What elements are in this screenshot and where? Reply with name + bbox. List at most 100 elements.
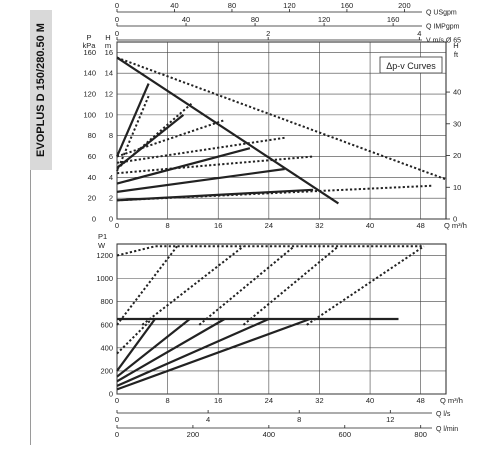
head-solid-curve: [115, 83, 150, 157]
head-kpa-axis-unit: kPa: [83, 41, 97, 50]
power-y-tick-label: 200: [100, 366, 113, 375]
head-x-tick-label: 32: [315, 221, 323, 230]
power-y-tick-label: 800: [100, 297, 113, 306]
power-solid-curve: [116, 318, 226, 383]
power-x-tick-label: 48: [417, 396, 425, 405]
head-dashed-curve: [116, 136, 285, 164]
top-axis-tick-label: 80: [251, 15, 259, 24]
top-axis-tick-label: 80: [228, 1, 236, 10]
head-ft-tick-label: 20: [453, 151, 461, 160]
head-x-tick-label: 48: [417, 221, 425, 230]
head-m-tick-label: 14: [105, 69, 113, 78]
top-axis-tick-label: 40: [182, 15, 190, 24]
head-x-axis-unit: Q m³/h: [444, 221, 467, 230]
power-dashed-curve: [242, 245, 340, 326]
bottom-axis-tick-label: 4: [206, 415, 210, 424]
bottom-axis-unit-label: Q l/min: [436, 426, 458, 433]
top-axis-tick-label: 4: [417, 29, 421, 38]
power-x-tick-label: 16: [214, 396, 222, 405]
power-y-tick-label: 400: [100, 343, 113, 352]
head-dashed-curve: [116, 95, 150, 172]
top-axis-tick-label: 40: [170, 1, 178, 10]
legend-frame: [379, 56, 443, 74]
bottom-axis-tick-label: 800: [414, 430, 427, 439]
head-solid-curve: [116, 56, 340, 205]
bottom-axis-tick-label: 600: [339, 430, 352, 439]
bottom-axis-unit-label: Q l/s: [436, 411, 451, 418]
top-axis-tick-label: 160: [341, 1, 354, 10]
power-x-tick-label: 24: [265, 396, 273, 405]
head-m-tick-label: 0: [109, 215, 113, 224]
head-dashed-curve: [116, 56, 447, 181]
head-p-axis-letter: P: [86, 33, 91, 42]
power-p1-axis-letter: P1: [98, 232, 107, 241]
head-x-tick-label: 16: [214, 221, 222, 230]
power-solid-curve: [116, 318, 156, 372]
head-kpa-tick-label: 160: [83, 48, 96, 57]
power-x-tick-label: 8: [166, 396, 170, 405]
top-axis-unit-label: Q IMPgpm: [426, 24, 460, 31]
power-x-tick-label: 40: [366, 396, 374, 405]
head-h-axis-letter: H: [105, 33, 110, 42]
head-kpa-tick-label: 40: [88, 173, 96, 182]
top-axis-tick-label: 0: [115, 15, 119, 24]
power-y-tick-label: 0: [109, 390, 113, 399]
head-m-tick-label: 16: [105, 48, 113, 57]
power-dashed-curve: [116, 245, 424, 257]
head-kpa-tick-label: 120: [83, 90, 96, 99]
power-x-tick-label: 32: [315, 396, 323, 405]
power-solid-curve: [116, 318, 191, 378]
head-dashed-curve: [116, 101, 194, 170]
bottom-axis-tick-label: 8: [297, 415, 301, 424]
head-x-tick-label: 40: [366, 221, 374, 230]
power-solid-curve: [116, 317, 270, 387]
bottom-axis-tick-label: 0: [115, 415, 119, 424]
power-y-tick-label: 1200: [96, 251, 113, 260]
power-dashed-curve: [116, 318, 153, 355]
head-x-tick-label: 0: [115, 221, 119, 230]
top-axis-tick-label: 0: [115, 1, 119, 10]
head-chart: 0 8 16 24 32 40 480246810121416020406080100120…: [83, 1, 467, 230]
head-ft-tick-label: 0: [453, 215, 457, 224]
head-x-tick-label: 24: [265, 221, 273, 230]
head-ft-axis-unit: ft: [454, 50, 459, 59]
head-x-tick-label: 8: [166, 221, 170, 230]
top-axis-unit-label: Q USgpm: [426, 10, 457, 17]
head-m-tick-label: 2: [109, 194, 113, 203]
head-kpa-tick-label: 100: [83, 110, 96, 119]
head-h-right-letter: H: [453, 41, 458, 50]
top-axis-tick-label: 120: [283, 1, 296, 10]
head-dashed-curve: [116, 119, 225, 158]
head-m-tick-label: 4: [109, 173, 113, 182]
head-kpa-tick-label: 80: [88, 131, 96, 140]
power-x-tick-label: 0: [115, 396, 119, 405]
product-label-band: [30, 10, 52, 170]
power-dashed-curve: [306, 245, 425, 326]
power-x-axis-unit: Q m³/h: [440, 396, 463, 405]
power-solid-curve: [116, 317, 311, 391]
bottom-axis-tick-label: 0: [115, 430, 119, 439]
head-m-tick-label: 8: [109, 131, 113, 140]
top-axis-tick-label: 160: [387, 15, 400, 24]
power-y-tick-label: 600: [100, 320, 113, 329]
bottom-axis-tick-label: 400: [263, 430, 276, 439]
top-axis-unit-label: V m/s Ø 65: [426, 38, 461, 45]
head-kpa-tick-label: 0: [92, 215, 96, 224]
power-dashed-curve: [141, 245, 245, 326]
bottom-axis-tick-label: 12: [386, 415, 394, 424]
top-axis-tick-label: 200: [398, 1, 411, 10]
top-axis-tick-label: 0: [115, 29, 119, 38]
head-m-tick-label: 12: [105, 90, 113, 99]
head-dashed-curve: [116, 155, 314, 175]
power-dashed-curve: [198, 245, 295, 326]
side-divider: [30, 170, 31, 445]
power-dashed-curve: [116, 245, 178, 326]
legend: Δp-v Curves: [379, 56, 443, 74]
head-kpa-tick-label: 140: [83, 69, 96, 78]
head-m-axis-unit: m: [105, 41, 111, 50]
head-solid-curve: [116, 147, 251, 185]
head-m-tick-label: 6: [109, 152, 113, 161]
head-kpa-tick-label: 60: [88, 152, 96, 161]
